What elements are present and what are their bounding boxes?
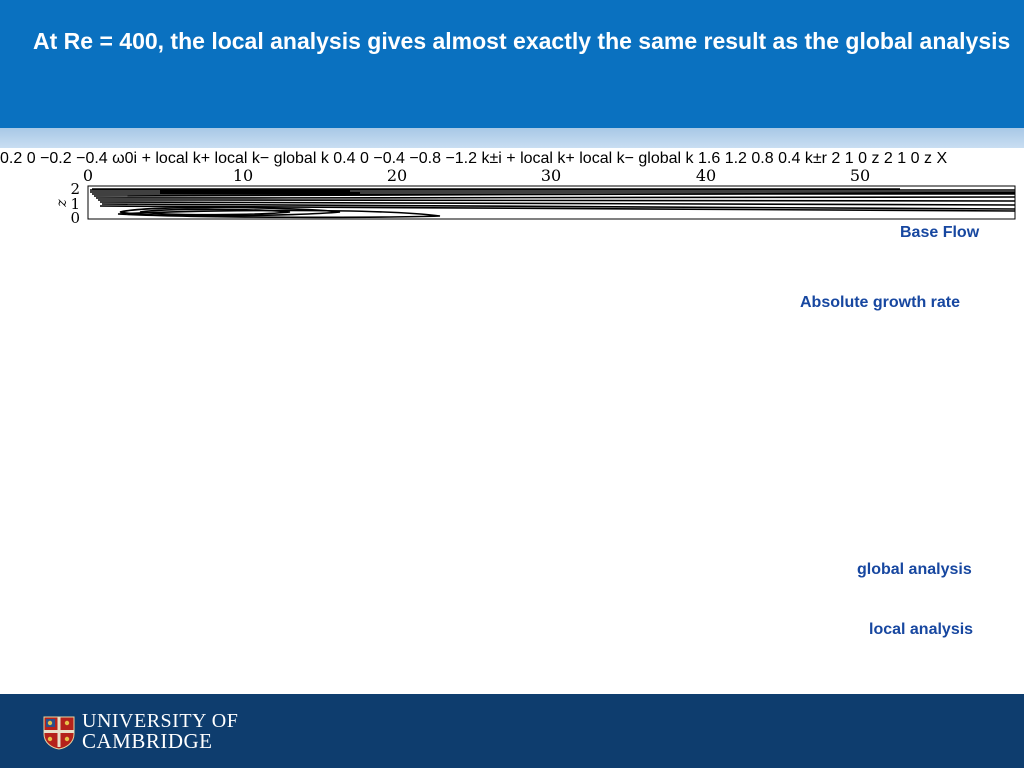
y-tick-label: 0.4: [333, 150, 356, 167]
line-marker-icon: global k: [638, 150, 698, 167]
slide-header: At Re = 400, the local analysis gives al…: [0, 0, 1024, 128]
stability-figure: 0 10 20 30 40 50 2 1 0 z: [0, 150, 1024, 690]
university-name-line2: CAMBRIDGE: [82, 729, 213, 753]
y-tick-label: 0: [910, 150, 920, 167]
local-k-minus-curve: + local k+ local k− global k 0.4 0 −0.4 …: [142, 150, 507, 167]
x-tick-label: 50: [850, 166, 870, 185]
ki-panel: + local k+ local k− global k 0.4 0 −0.4 …: [142, 150, 507, 167]
absolute-growth-rate-label: Absolute growth rate: [800, 294, 961, 311]
growth-rate-curve: 0.2 0 −0.2 −0.4 ω0i: [0, 150, 142, 167]
circle-marker-icon: local k− global k: [579, 150, 698, 167]
university-name: UNIVERSITY OF CAMBRIDGE: [82, 710, 239, 753]
x-tick-label: 10: [233, 166, 253, 185]
legend-label: global k: [273, 150, 329, 167]
circle-marker-icon: local k− global k: [215, 150, 334, 167]
transition-marker: + local k+ local k− global k 1.6 1.2 0.8…: [506, 150, 831, 167]
y-tick-label: 1.2: [724, 150, 747, 167]
transition-marker: + local k+ local k− global k 0.4 0 −0.4 …: [142, 150, 507, 167]
y-tick-label: 0: [858, 150, 867, 167]
global-analysis-label: global analysis: [857, 561, 972, 578]
figure-svg: 0 10 20 30 40 50 2 1 0 z: [54, 166, 1016, 227]
y-axis-label: z: [871, 150, 880, 167]
plus-marker-icon: +: [141, 150, 151, 167]
slide-title: At Re = 400, the local analysis gives al…: [33, 28, 1011, 54]
kr-legend: + local k+ local k− global k: [506, 150, 698, 167]
local-k-plus-curve: + local k+ local k− global k 1.6 1.2 0.8…: [506, 150, 831, 167]
legend-label: local k−: [579, 150, 634, 167]
growth-rate-panel: 0.2 0 −0.2 −0.4 ω0i: [0, 150, 142, 167]
kr-panel: + local k+ local k− global k 1.6 1.2 0.8…: [506, 150, 831, 167]
plus-marker-icon: +: [506, 150, 516, 167]
y-tick-label: 1: [844, 150, 854, 167]
local-analysis-label: local analysis: [869, 621, 974, 638]
y-tick-label: 0: [26, 150, 36, 167]
zero-line: + local k+ local k− global k 0.4 0 −0.4 …: [142, 150, 507, 167]
y-tick-label: 1: [897, 150, 907, 167]
y-axis-label: k±i: [481, 150, 502, 167]
y-tick-label: −0.4: [373, 150, 405, 167]
global-analysis-panel: 2 1 0 z: [831, 150, 884, 167]
legend-label: global k: [638, 150, 694, 167]
header-gradient-band: [0, 128, 1024, 148]
university-name-line1: UNIVERSITY OF: [82, 710, 239, 732]
x-tick-label: 30: [541, 166, 561, 185]
global-k-curve: + local k+ local k− global k 0.4 0 −0.4 …: [142, 150, 507, 167]
local-k-minus-curve: + local k+ local k− global k 1.6 1.2 0.8…: [506, 150, 831, 167]
base-flow-label: Base Flow: [900, 224, 980, 241]
y-tick-label: −0.8: [409, 150, 441, 167]
y-axis-label: z: [923, 150, 932, 167]
base-flow-panel: 0 10 20 30 40 50 2 1 0 z: [54, 166, 1016, 227]
y-tick-label: 1.6: [698, 150, 721, 167]
y-tick-label: 0: [359, 150, 369, 167]
x-axis-label: X: [936, 150, 948, 167]
ki-legend: + local k+ local k− global k: [142, 150, 334, 167]
legend-label: local k+: [520, 150, 575, 167]
base-flow-streamlines: [90, 188, 1016, 219]
y-tick-label: −1.2: [445, 150, 478, 167]
y-tick-label: 2: [883, 150, 893, 167]
footer-bar: UNIVERSITY OF CAMBRIDGE: [0, 694, 1024, 768]
y-tick-label: 2: [70, 180, 80, 198]
y-axis-label: z: [54, 199, 70, 208]
y-tick-label: −0.4: [76, 150, 108, 167]
x-tick-label: 20: [387, 166, 407, 185]
local-analysis-panel: 2 1 0 z: [884, 150, 937, 167]
y-axis-label: ω0i: [112, 150, 138, 167]
cambridge-crest-icon: [43, 716, 75, 750]
x-tick-label: 40: [696, 166, 716, 185]
x-tick-label: 0: [83, 166, 93, 185]
y-tick-label: 0.8: [751, 150, 774, 167]
y-tick-label: 0: [70, 209, 80, 227]
line-marker-icon: global k: [274, 150, 334, 167]
legend-label: local k−: [214, 150, 270, 167]
local-k-plus-curve: + local k+ local k− global k 0.4 0 −0.4 …: [142, 150, 507, 167]
global-k-curve: + local k+ local k− global k 1.6 1.2 0.8…: [506, 150, 831, 167]
legend-label: local k+: [155, 150, 211, 167]
zero-line: 0.2 0 −0.2 −0.4 ω0i: [0, 150, 142, 167]
y-tick-label: −0.2: [40, 150, 72, 167]
y-tick-label: 0.4: [778, 150, 801, 167]
y-tick-label: 1: [70, 195, 80, 213]
y-tick-label: 0.2: [0, 150, 23, 167]
y-axis-label: k±r: [804, 150, 827, 167]
y-tick-label: 2: [831, 150, 841, 167]
